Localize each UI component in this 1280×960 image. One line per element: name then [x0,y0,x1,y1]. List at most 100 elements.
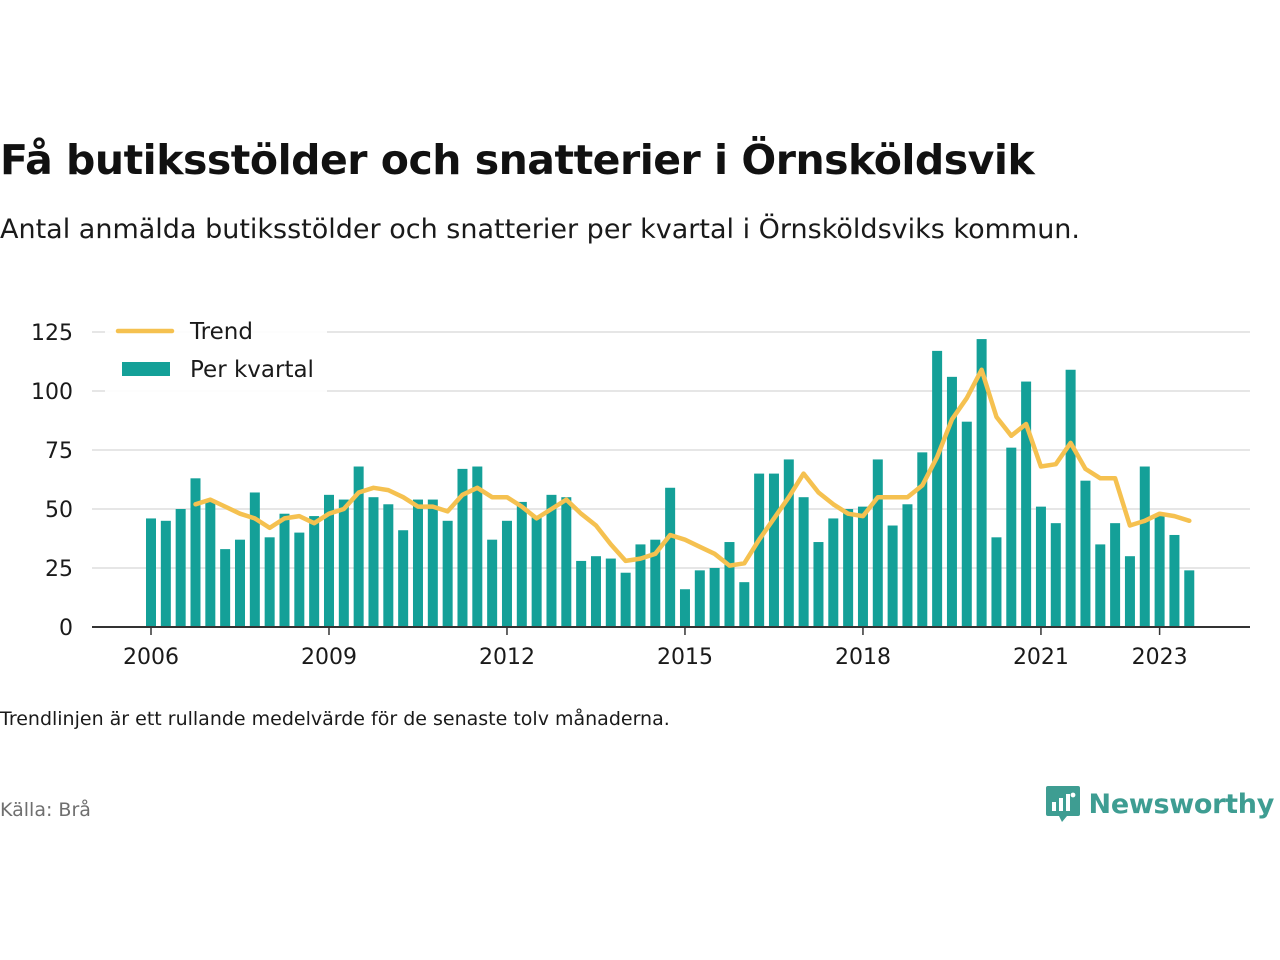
bar [635,544,646,627]
bar [516,501,527,627]
y-tick-label: 50 [45,498,73,523]
bar [887,525,898,627]
bar [620,572,631,627]
bar [1110,523,1121,627]
bar [590,556,601,627]
x-tick-label: 2012 [479,645,535,670]
bar [472,466,483,627]
bar [220,549,231,627]
bar [383,504,394,627]
bar [917,452,928,627]
bar [976,339,987,627]
bar [146,518,156,627]
bar [932,350,943,627]
bar [368,497,379,627]
bar [294,532,305,627]
bar [798,497,809,627]
bar [234,539,245,627]
bar [1021,381,1032,627]
bar [1184,570,1195,627]
bar [1169,534,1180,627]
legend-bars-label: Per kvartal [190,357,314,383]
bar [1139,466,1150,627]
brand-logo[interactable]: Newsworthy [1045,784,1274,824]
bar [724,542,735,627]
trend-line [193,367,1192,568]
bar [160,520,171,627]
bar-series [146,339,1195,627]
bar [902,504,913,627]
bar [843,509,854,627]
bar [561,497,572,627]
legend-trend-label: Trend [189,319,253,345]
bar [309,516,320,627]
bar [991,537,1002,627]
bar [1050,523,1061,627]
bar [857,506,868,627]
bar [1095,544,1106,627]
bar [249,492,260,627]
bar [783,459,794,627]
bar [205,501,216,627]
bar [264,537,275,627]
legend-bars-swatch [122,362,170,376]
bar [175,509,186,627]
axes: 2006 2009 2012 2015 2018 2021 2023 [92,626,1250,670]
bar [605,558,616,627]
bar [398,530,409,627]
bar [813,542,824,627]
y-tick-label: 75 [45,439,73,464]
x-tick-label: 2015 [657,645,713,670]
y-tick-label: 0 [59,616,73,641]
legend-background [105,312,327,400]
bar [338,499,349,627]
bar [754,473,765,627]
trend-series [193,367,1192,568]
bar [1124,556,1135,627]
bar [872,459,883,627]
bar [1006,447,1017,627]
x-tick-label: 2023 [1132,645,1188,670]
bar [828,518,839,627]
bar [487,539,498,627]
x-tick-label: 2021 [1013,645,1069,670]
y-tick-label: 100 [31,380,73,405]
y-tick-label: 25 [45,557,73,582]
chart-title: Få butiksstölder och snatterier i Örnskö… [0,136,1035,184]
bar [1080,480,1091,627]
bar [279,513,290,627]
y-tick-label: 125 [31,321,73,346]
bar [501,520,512,627]
bar [412,499,423,627]
x-tick-label: 2018 [835,645,891,670]
bar [1154,516,1165,627]
bar [1035,506,1046,627]
bar [323,494,334,627]
x-tick-label: 2009 [301,645,357,670]
chart-subtitle: Antal anmälda butiksstölder och snatteri… [0,214,1080,245]
bar [961,421,972,627]
bar [739,582,750,627]
bar [427,499,438,627]
bar [1065,369,1076,627]
bar [650,539,661,627]
bar [576,560,587,627]
bar [694,570,705,627]
bar [768,473,779,627]
bar [946,376,957,627]
bar [665,487,676,627]
bar [442,520,453,627]
source-label: Källa: Brå [0,799,91,821]
footnote: Trendlinjen är ett rullande medelvärde f… [0,708,670,730]
brand-name: Newsworthy [1088,788,1275,820]
bar [190,478,201,627]
bar [457,468,468,627]
bar [546,494,557,627]
bar [709,568,720,627]
x-tick-label: 2006 [123,645,179,670]
bar [679,589,690,627]
newsworthy-logo-icon [1045,786,1080,822]
bar [353,466,364,627]
bar [531,516,542,627]
